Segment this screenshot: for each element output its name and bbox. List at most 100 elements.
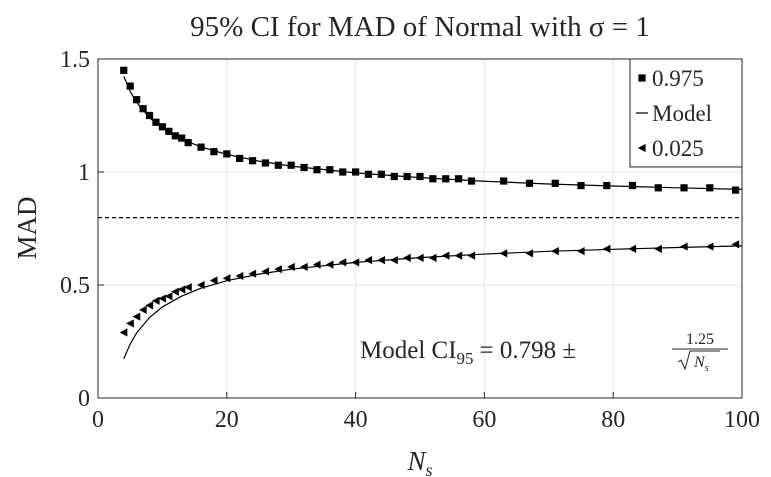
legend-label: 0.975 — [652, 66, 704, 91]
annotation: Model CI95 = 0.798 ± — [360, 337, 576, 368]
y-axis-label: MAD — [12, 196, 42, 259]
marker-square — [133, 96, 141, 104]
annotation-middle: = 0.798 ± — [480, 337, 577, 364]
marker-triangle — [428, 253, 437, 262]
marker-triangle — [171, 287, 179, 296]
marker-triangle — [731, 240, 740, 249]
y-tick-label: 0.5 — [60, 273, 90, 299]
marker-triangle — [602, 244, 611, 253]
marker-triangle — [576, 247, 585, 256]
marker-square — [551, 179, 559, 187]
marker-triangle — [235, 271, 244, 281]
marker-triangle — [364, 256, 373, 265]
annotation-denominator-base: N — [693, 354, 706, 371]
marker-triangle — [403, 253, 411, 262]
annotation-denominator-sub: s — [705, 362, 709, 374]
annotation-numerator: 1.25 — [686, 331, 714, 348]
marker-square — [274, 161, 282, 169]
marker-square — [352, 168, 360, 176]
marker-triangle — [164, 292, 173, 301]
marker-square — [126, 82, 134, 90]
marker-triangle — [467, 251, 476, 260]
x-tick-label: 60 — [472, 407, 496, 433]
marker-square — [261, 159, 270, 167]
marker-triangle — [287, 262, 295, 272]
chart-title: 95% CI for MAD of Normal with σ = 1 — [190, 11, 650, 43]
x-tick-label: 20 — [215, 407, 239, 433]
marker-triangle — [177, 285, 186, 294]
x-tick-label: 0 — [92, 407, 104, 433]
marker-square — [416, 172, 424, 181]
marker-triangle — [261, 267, 270, 276]
marker-square — [178, 134, 186, 142]
y-tick-label: 1.5 — [60, 47, 90, 73]
marker-square — [731, 186, 740, 194]
marker-triangle — [377, 256, 385, 265]
marker-triangle — [158, 294, 166, 303]
marker-triangle — [415, 253, 424, 262]
marker-triangle — [299, 262, 308, 272]
annotation-sub: 95 — [457, 349, 474, 368]
x-tick-label: 100 — [724, 407, 760, 433]
marker-square — [236, 154, 244, 163]
marker-square — [139, 105, 147, 113]
marker-triangle — [679, 242, 688, 251]
marker-triangle — [312, 260, 321, 269]
marker-square — [500, 177, 508, 185]
marker-square — [628, 181, 637, 190]
marker-square — [390, 172, 398, 181]
x-tick-label: 80 — [601, 407, 625, 433]
marker-square — [184, 139, 192, 147]
x-axis-label: Ns — [406, 446, 432, 477]
annotation-prefix: Model CI — [360, 337, 457, 364]
marker-triangle — [222, 274, 231, 283]
marker-triangle — [145, 301, 154, 310]
marker-triangle — [274, 265, 282, 274]
marker-square — [313, 166, 321, 174]
marker-square — [120, 66, 128, 74]
model-line — [123, 245, 743, 360]
marker-triangle — [151, 296, 160, 305]
x-tick-label: 40 — [344, 407, 368, 433]
legend-label: Model — [652, 101, 712, 126]
y-tick-label: 0 — [78, 386, 90, 412]
annotation-denominator: Ns — [693, 354, 709, 374]
marker-triangle — [654, 244, 662, 253]
marker-triangle — [126, 319, 134, 328]
marker-triangle — [132, 312, 141, 321]
marker-triangle — [628, 244, 637, 253]
marker-triangle — [351, 258, 360, 267]
marker-triangle — [499, 249, 508, 258]
marker-triangle — [196, 280, 205, 290]
marker-triangle — [119, 328, 128, 337]
legend-label: 0.025 — [652, 136, 704, 161]
axes-box — [97, 58, 743, 399]
marker-triangle — [390, 256, 398, 265]
marker-square — [706, 184, 714, 192]
y-tick-label: 1 — [78, 160, 90, 186]
legend-box — [629, 58, 743, 168]
marker-square — [152, 118, 160, 126]
marker-triangle — [138, 305, 147, 314]
marker-square — [638, 74, 646, 82]
model-line — [123, 76, 743, 191]
marker-triangle — [637, 143, 646, 153]
marker-square — [287, 161, 295, 169]
marker-triangle — [705, 242, 714, 251]
marker-square — [248, 157, 257, 165]
marker-triangle — [184, 283, 192, 292]
sqrt-sign — [677, 350, 720, 371]
marker-triangle — [441, 251, 450, 260]
x-axis-label-sub: s — [426, 460, 433, 477]
marker-triangle — [338, 258, 347, 267]
marker-square — [145, 111, 154, 120]
marker-square — [158, 123, 166, 131]
x-axis-label-base: N — [406, 446, 427, 476]
marker-triangle — [551, 247, 559, 256]
marker-triangle — [325, 260, 334, 269]
marker-triangle — [248, 269, 257, 278]
marker-triangle — [209, 276, 218, 285]
marker-square — [210, 148, 218, 156]
marker-triangle — [525, 249, 534, 258]
